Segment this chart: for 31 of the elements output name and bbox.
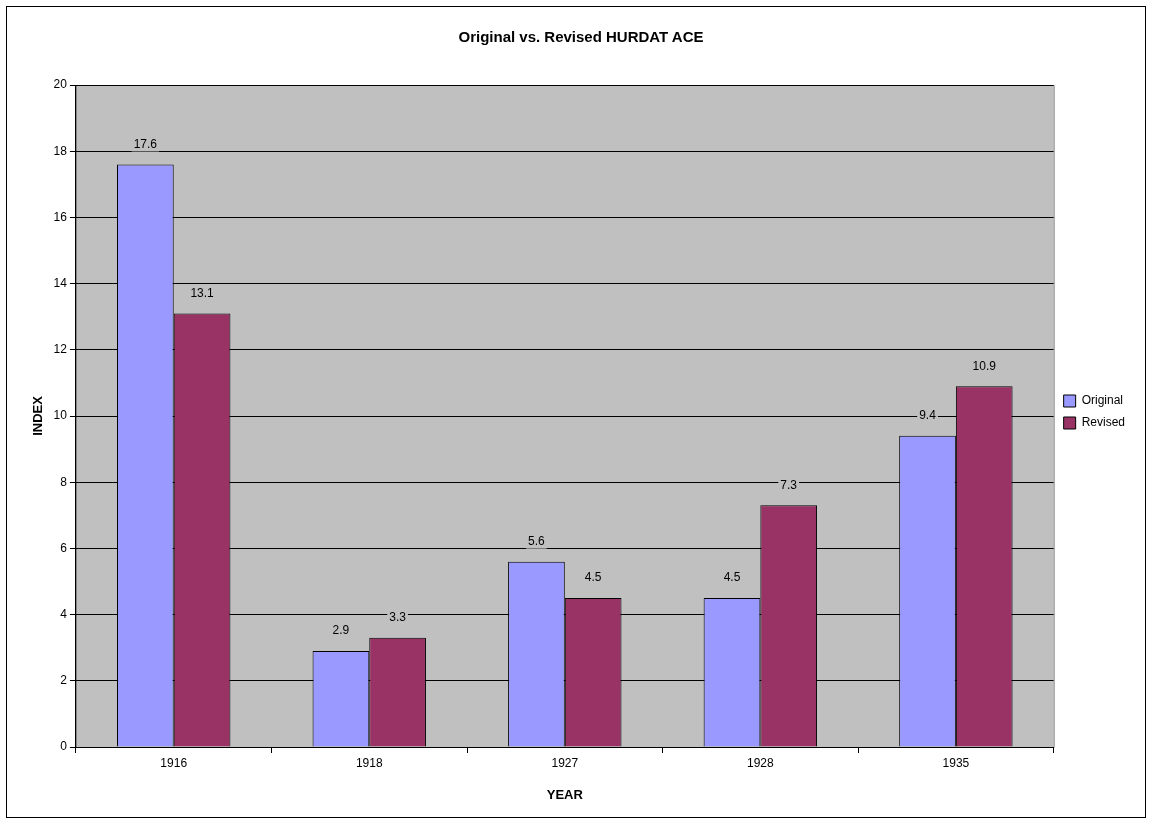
- data-label: 9.4: [919, 408, 937, 423]
- data-label: 13.1: [190, 285, 215, 300]
- y-tick-label: 10: [53, 408, 68, 423]
- y-tick-label: 8: [60, 474, 68, 489]
- legend-label: Original: [1081, 393, 1124, 408]
- x-tick-label: 1935: [942, 755, 970, 770]
- x-axis-title: YEAR: [546, 786, 584, 802]
- y-tick-label: 16: [53, 209, 68, 224]
- data-label: 10.9: [972, 358, 997, 373]
- data-label: 5.6: [528, 533, 546, 548]
- y-tick-label: 6: [60, 540, 68, 555]
- y-axis-title: INDEX: [30, 395, 46, 436]
- y-tick-label: 18: [53, 143, 68, 158]
- x-tick-label: 1918: [355, 755, 383, 770]
- x-tick-label: 1927: [551, 755, 579, 770]
- y-tick-label: 12: [53, 342, 68, 357]
- legend-label: Revised: [1081, 415, 1126, 430]
- chart-title: Original vs. Revised HURDAT ACE: [458, 28, 704, 46]
- data-label: 2.9: [332, 623, 350, 638]
- x-tick-label: 1928: [746, 755, 775, 770]
- data-label: 7.3: [780, 477, 798, 492]
- y-tick-label: 2: [60, 673, 68, 688]
- data-label: 3.3: [389, 610, 407, 625]
- y-tick-label: 0: [60, 739, 68, 754]
- data-label: 17.6: [133, 136, 158, 151]
- data-label: 4.5: [723, 570, 741, 585]
- y-tick-label: 4: [60, 606, 68, 621]
- y-tick-label: 14: [53, 275, 68, 290]
- y-tick-label: 20: [53, 77, 68, 92]
- x-tick-label: 1916: [160, 755, 188, 770]
- data-label: 4.5: [584, 570, 602, 585]
